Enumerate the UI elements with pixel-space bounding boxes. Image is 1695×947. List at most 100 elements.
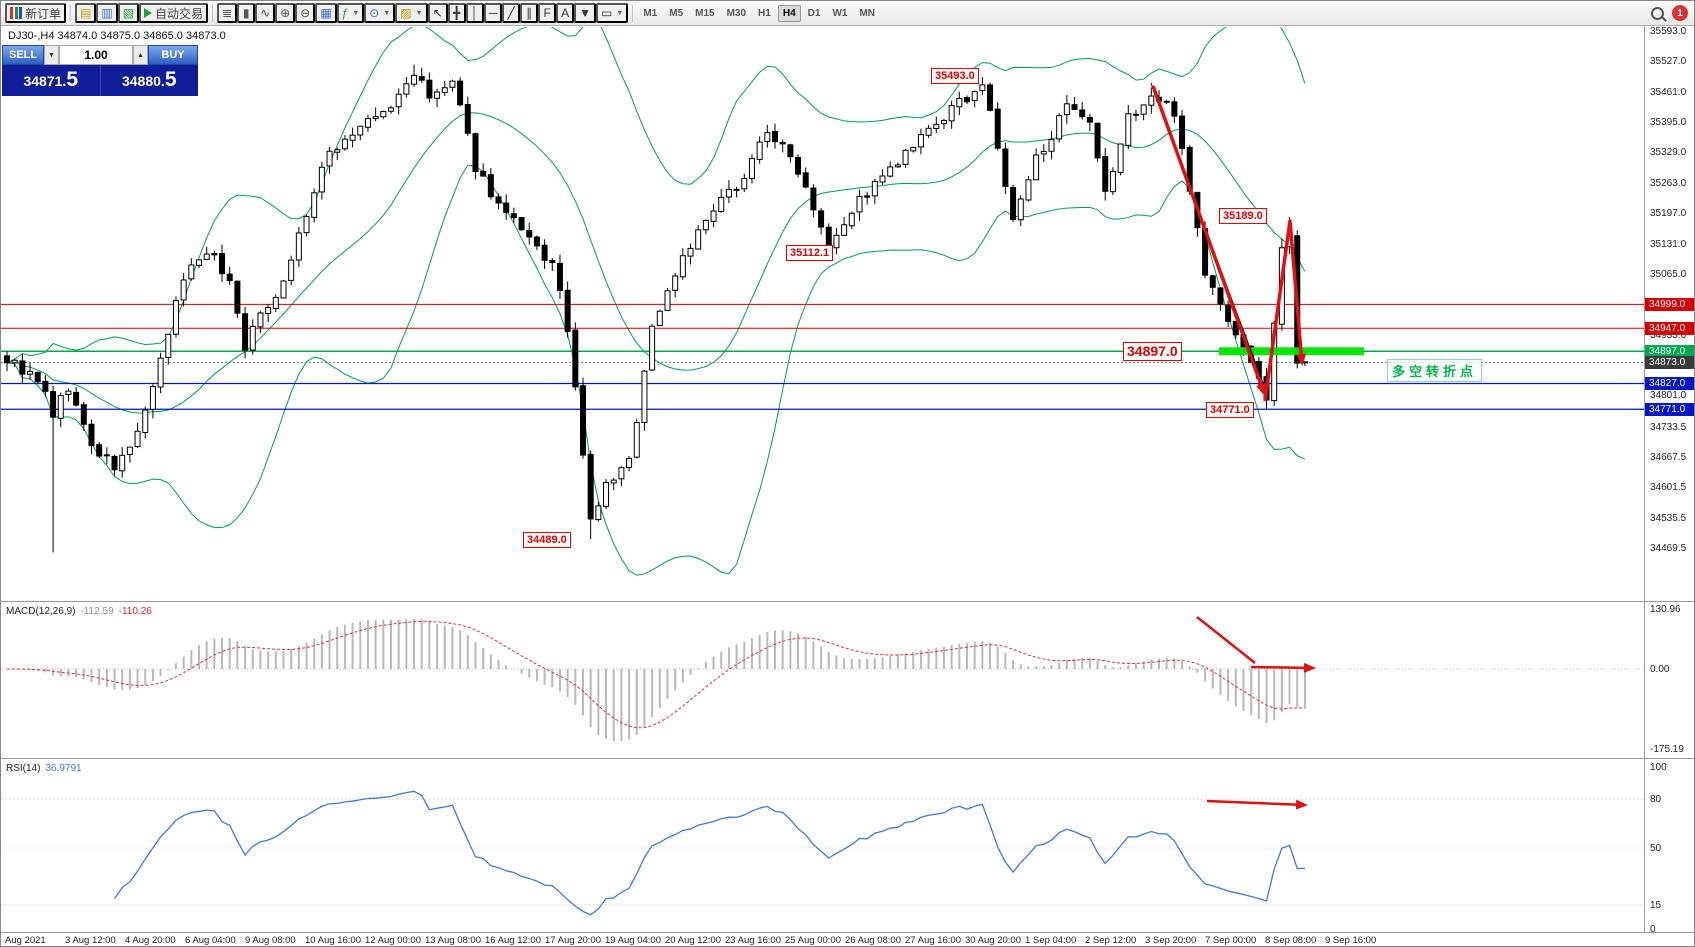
candle [1086,116,1093,123]
candle [633,422,640,458]
price-annotation[interactable]: 34489.0 [523,532,571,548]
candle [1048,139,1055,152]
candle [580,385,586,456]
candle [311,192,318,218]
timeframe-h1[interactable]: H1 [758,7,771,19]
candle [1002,148,1009,187]
candle [403,83,410,95]
candle [242,313,249,351]
line-chart-button[interactable]: ∿ [255,3,276,23]
indicators-button[interactable]: ƒ ▼ [336,3,365,23]
candle [556,262,563,291]
candle [940,119,947,125]
volume-up-spinner[interactable]: ▲ [133,45,148,65]
periods-button[interactable]: ⊙ ▼ [364,3,396,23]
buy-button[interactable]: BUY [148,45,198,65]
timeframe-h4[interactable]: H4 [777,4,801,22]
candle [265,307,272,314]
candle [1094,122,1101,159]
candle [288,259,295,281]
candle [487,174,494,198]
rsi-canvas[interactable] [1,759,1644,932]
candle [180,279,187,301]
price-tick: 34469.5 [1650,543,1687,554]
horizontal-line-button[interactable]: ─ [483,3,503,23]
price-annotation[interactable]: 35189.0 [1219,208,1267,224]
candle [618,467,625,480]
tile-windows-button[interactable]: ▦ [315,3,337,23]
auto-trading-button[interactable]: 自动交易 [139,3,209,23]
note-annotation[interactable]: 多空转折点 [1387,359,1483,382]
zoom-out-button[interactable]: ⊖ [295,3,316,23]
price-annotation[interactable]: 35112.1 [786,245,834,261]
chevron-down-icon: ▼ [352,9,360,17]
text-button[interactable]: A [556,3,575,23]
rsi-value: 36.9791 [45,763,82,774]
buy-price-main: 34880. [121,73,165,89]
candle [111,455,118,471]
price-annotation[interactable]: 34771.0 [1206,402,1254,418]
periods-icon: ⊙ [369,6,380,20]
macd-canvas[interactable] [1,602,1644,758]
candle [27,370,34,375]
rsi-layer [1,790,1644,916]
candle [1040,150,1047,155]
candle [933,124,940,129]
notification-badge[interactable]: 1 [1672,5,1688,21]
tile-windows-icon: ▦ [320,6,332,20]
candle [795,156,802,175]
crosshair-button[interactable]: ╋ [447,3,466,23]
candle [272,297,279,309]
sell-button[interactable]: SELL [2,45,44,65]
zoom-in-button[interactable]: ⊕ [275,3,296,23]
rsi-axis-label: 15 [1650,899,1662,911]
candle [741,177,748,190]
timeframe-w1[interactable]: W1 [832,7,848,19]
candle [818,210,825,228]
candle [879,175,886,183]
volume-input[interactable] [59,45,133,65]
bar-chart-button[interactable]: ≣ [217,3,238,23]
candle [149,386,156,410]
sell-price[interactable]: 34871. 5 [2,65,100,96]
candle [956,97,963,108]
price-annotation[interactable]: 34897.0 [1123,342,1182,361]
volume-down-spinner[interactable]: ▼ [44,45,59,65]
macd-arrow-annotation [1250,662,1316,673]
arrow-label-button[interactable]: ▼ [574,3,597,23]
price-tick: 35065.0 [1650,268,1687,280]
timeframe-m1[interactable]: M1 [643,7,658,19]
vertical-line-button[interactable]: │ [465,3,484,23]
search-icon[interactable] [1651,6,1664,20]
timeframe-mn[interactable]: MN [859,7,875,19]
templates-button[interactable]: ▨ ▼ [395,3,428,23]
timeframe-m5[interactable]: M5 [669,7,684,19]
panel-separator[interactable] [1,601,1694,602]
trendline-button[interactable]: ╱ [502,3,521,23]
chart-profile-button[interactable]: ▤ [75,3,97,23]
buy-price[interactable]: 34880. 5 [99,65,199,96]
rsi-arrow-annotation [1206,799,1308,810]
cursor-button[interactable]: ↖ [427,3,448,23]
timeframe-d1[interactable]: D1 [807,7,821,19]
candlestick-chart-button[interactable]: ▮ [237,3,256,23]
channel-button[interactable]: ∥ [520,3,539,23]
timeframe-m15[interactable]: M15 [695,7,715,19]
main-chart-canvas[interactable] [1,27,1644,602]
candle [910,147,917,152]
timeframe-m30[interactable]: M30 [726,7,747,19]
candle [418,76,425,81]
candle [925,127,932,136]
data-window-button[interactable]: ▥ [96,3,118,23]
time-axis-label: 13 Aug 08:00 [425,935,481,946]
panel-separator[interactable] [1,758,1694,759]
candle [1171,101,1178,117]
candle [334,149,341,153]
candle [1117,143,1124,173]
navigator-button[interactable]: ▧ [117,3,140,23]
new-order-button[interactable]: 新订单 [5,3,67,23]
price-annotation[interactable]: 35493.0 [931,68,979,84]
price-tick: 35461.0 [1650,86,1687,98]
shapes-button[interactable]: ▭ ▼ [596,3,629,23]
fibonacci-button[interactable]: F [538,3,557,23]
